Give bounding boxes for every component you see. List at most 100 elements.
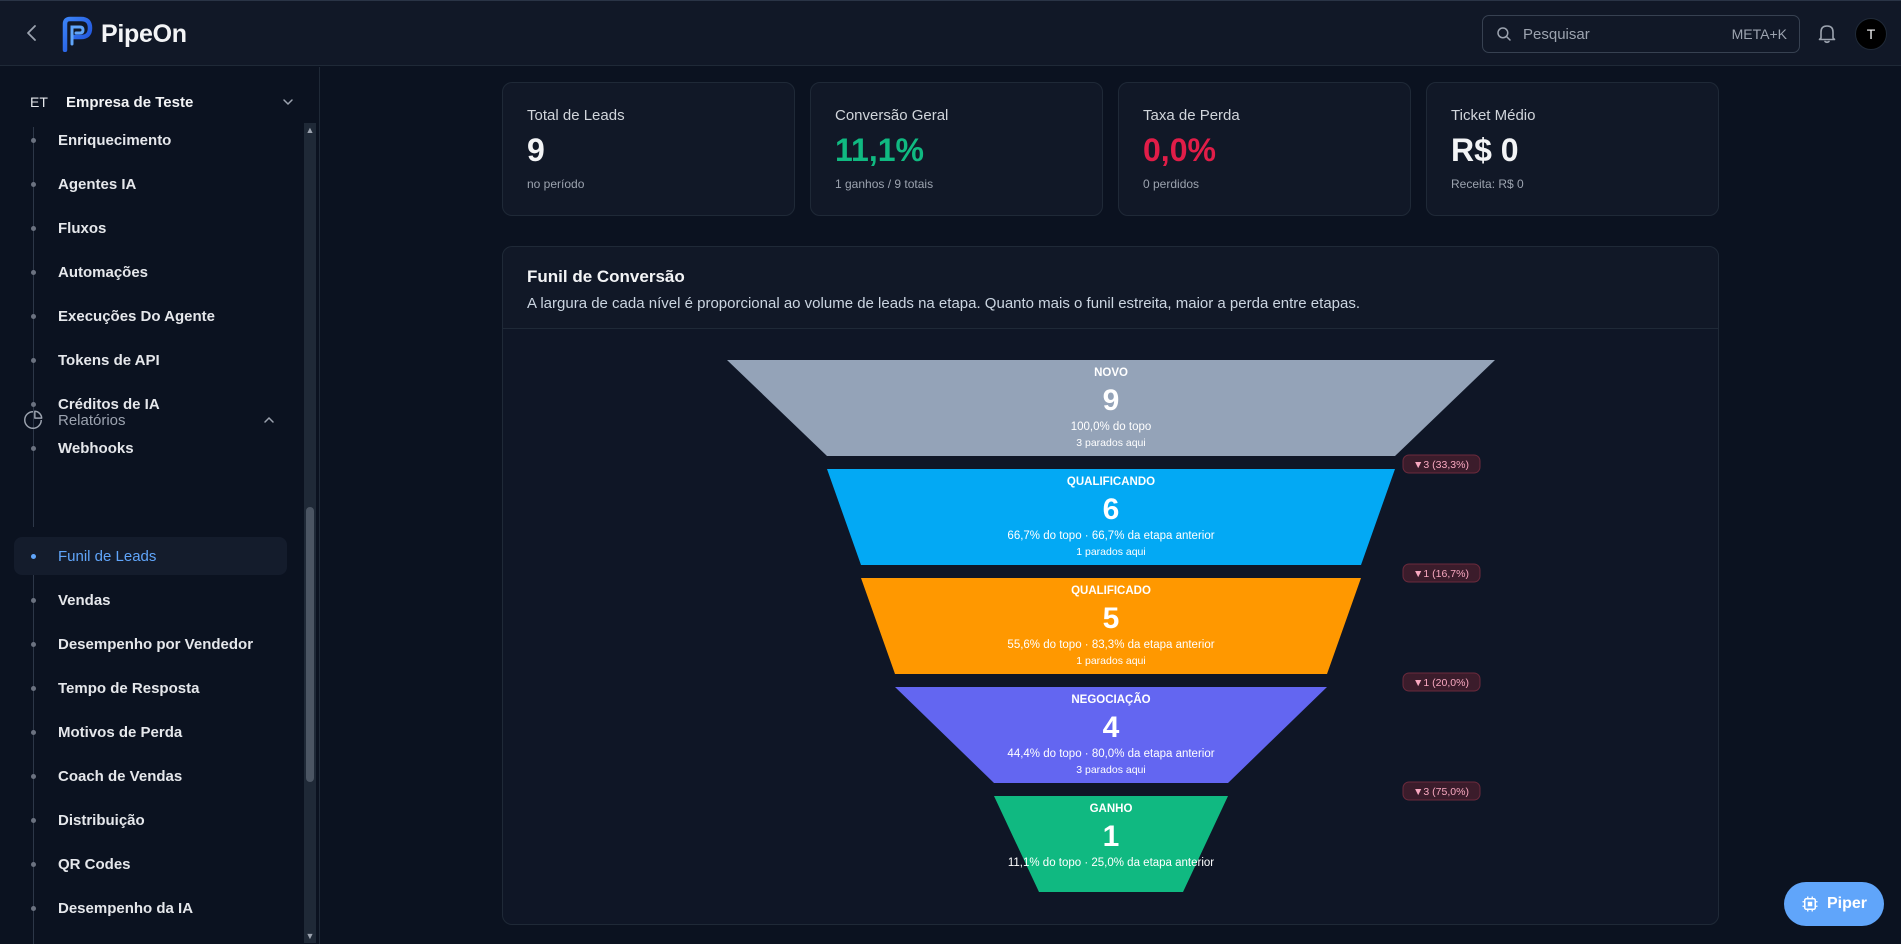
search-icon [1497,27,1511,41]
drop-badge-text: ▼1 (20,0%) [1413,677,1469,689]
sidebar-item-desempenho-vendedor[interactable]: Desempenho por Vendedor [14,625,287,663]
search-shortcut: META+K [1731,26,1787,42]
card-title: Taxa de Perda [1143,107,1240,124]
card-title: Total de Leads [527,107,625,124]
funnel-stage-name: GANHO [1090,803,1133,815]
section-relatorios[interactable]: Relatórios [22,402,312,438]
bullet [31,597,36,603]
card-value: 0,0% [1143,132,1216,168]
card-subtitle: 1 ganhos / 9 totais [835,177,934,191]
bullet [31,905,36,911]
funnel-stage-count: 5 [1103,602,1120,635]
sidebar-item-qr-codes[interactable]: QR Codes [14,845,287,883]
sidebar-item-label: Tempo de Resposta [58,679,200,697]
funnel-stage-4 [994,796,1228,892]
funnel-stage-percent: 55,6% do topo · 83,3% da etapa anterior [1007,639,1214,651]
drop-badge [1402,563,1481,583]
bullet [31,641,36,647]
search-box[interactable]: META+K [1482,15,1800,53]
back-chevron-icon[interactable] [20,21,44,45]
pipeon-logo-icon [62,16,93,52]
funnel-header: Funil de Conversão A largura de cada nív… [503,247,1718,329]
card-subtitle: no período [527,177,585,191]
sidebar-item-vendas[interactable]: Vendas [14,581,287,619]
bullet [31,357,36,363]
card-subtitle: Receita: R$ 0 [1451,177,1524,191]
funnel-stage-name: NOVO [1094,367,1128,379]
funnel-stage-name: QUALIFICANDO [1067,476,1155,488]
sidebar-item-fluxos[interactable]: Fluxos [14,209,287,247]
sidebar-item-label: Distribuição [58,811,145,829]
sidebar-item-webhooks[interactable]: Webhooks [14,429,287,467]
funnel-stage-3 [895,687,1327,783]
card-subtitle: 0 perdidos [1143,177,1200,191]
funnel-stage-1 [827,469,1395,565]
funnel-stage-name: QUALIFICADO [1071,585,1151,597]
funnel-stage-count: 9 [1103,384,1120,417]
company-selector[interactable]: ET Empresa de Teste [30,91,295,113]
drop-badge-text: ▼3 (75,0%) [1413,786,1469,798]
sidebar-item-label: Vendas [58,591,111,609]
card-ticket-medio: Ticket Médio R$ 0 Receita: R$ 0 [1426,82,1719,216]
user-avatar[interactable]: T [1855,18,1887,50]
bullet [31,269,36,275]
company-abbr: ET [30,94,48,110]
app-logo[interactable]: PipeOn [61,15,187,53]
funnel-stage-percent: 100,0% do topo [1071,421,1152,433]
sidebar-item-tokens-api[interactable]: Tokens de API [14,341,287,379]
sidebar-item-creditos-ia[interactable]: Créditos de IA [14,385,287,423]
piper-assistant-button[interactable]: Piper [1784,882,1884,926]
search-input[interactable] [1523,25,1732,43]
sidebar-item-motivos-perda[interactable]: Motivos de Perda [14,713,287,751]
funnel-stage-2 [861,578,1361,674]
sidebar-item-label: Desempenho por Vendedor [58,635,254,653]
chevron-down-icon [283,99,293,106]
sidebar-item-label: Coach de Vendas [58,767,183,785]
card-value: 9 [527,132,545,168]
bullet [31,817,36,823]
top-bar: PipeOn META+K T [0,0,1901,66]
bullet [31,685,36,691]
funnel-stage-stopped: 1 parados aqui [1076,546,1145,558]
scroll-up-arrow-icon[interactable]: ▲ [305,125,315,135]
funnel-stage-stopped: 3 parados aqui [1076,437,1145,449]
sidebar-item-tempo-resposta[interactable]: Tempo de Resposta [14,669,287,707]
bullet [31,313,36,319]
funnel-stage-percent: 11,1% do topo · 25,0% da etapa anterior [1008,857,1214,869]
notification-bell-icon[interactable] [1815,21,1839,45]
sidebar-item-enriquecimento[interactable]: Enriquecimento [14,121,287,159]
funnel-stage-stopped: 3 parados aqui [1076,764,1145,776]
sidebar-item-label: Automações [58,263,149,281]
piper-label: Piper [1826,895,1867,912]
sidebar-item-funil-de-leads[interactable]: Funil de Leads [14,537,287,575]
sidebar-item-automacoes[interactable]: Automações [14,253,287,291]
sidebar-item-label: Webhooks [58,439,134,457]
sidebar-item-label: Desempenho da IA [58,899,194,917]
bullet [31,861,36,867]
section-label: Relatórios [58,411,126,429]
funnel-stage-count: 4 [1103,711,1120,744]
card-conversao-geral: Conversão Geral 11,1% 1 ganhos / 9 totai… [810,82,1103,216]
bullet [31,181,36,187]
scrollbar-thumb[interactable] [306,507,314,782]
chip-icon [1802,896,1818,912]
company-name: Empresa de Teste [66,93,194,111]
sidebar-item-coach-vendas[interactable]: Coach de Vendas [14,757,287,795]
sidebar-item-label: Execuções Do Agente [58,307,215,325]
funnel-title: Funil de Conversão [527,267,685,286]
sidebar-item-desempenho-ia[interactable]: Desempenho da IA [14,889,287,927]
scroll-down-arrow-icon[interactable]: ▼ [305,931,315,941]
funnel-description: A largura de cada nível é proporcional a… [527,295,1361,312]
sidebar-item-execucoes[interactable]: Execuções Do Agente [14,297,287,335]
sidebar-item-label: Funil de Leads [58,547,157,565]
funnel-stage-stopped: 1 parados aqui [1076,655,1145,667]
drop-badge-text: ▼1 (16,7%) [1413,568,1469,580]
chevron-up-icon [264,416,274,423]
sidebar-item-agentes-ia[interactable]: Agentes IA [14,165,287,203]
sidebar-item-distribuicao[interactable]: Distribuição [14,801,287,839]
funnel-stage-count: 1 [1103,820,1120,853]
bullet [31,445,36,451]
pie-chart-icon [24,410,43,429]
app-name: PipeOn [101,19,187,48]
tree-line [33,127,34,527]
